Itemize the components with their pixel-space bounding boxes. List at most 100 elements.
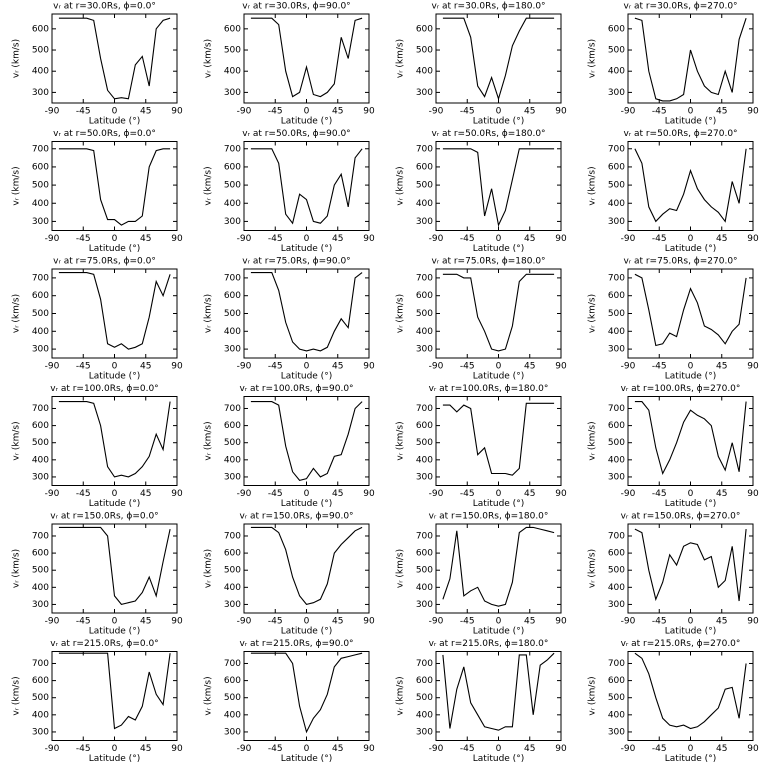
x-tick-label: -45 <box>76 489 91 499</box>
y-tick-label: 700 <box>608 531 625 541</box>
y-tick-label: 400 <box>32 710 49 720</box>
plot-frame <box>51 523 178 614</box>
y-axis-label: vᵣ (km/s) <box>396 549 406 588</box>
y-tick-label: 600 <box>608 162 625 172</box>
x-tick-label: -90 <box>621 489 636 499</box>
line <box>442 402 555 476</box>
y-axis-label: vᵣ (km/s) <box>396 39 406 78</box>
x-tick-label: 0 <box>496 107 502 117</box>
y-tick-label: 700 <box>416 404 433 414</box>
x-axis-label: Latitude (°) <box>665 499 716 509</box>
y-axis-label: vᵣ (km/s) <box>204 166 214 205</box>
x-tick-label: -45 <box>76 234 91 244</box>
y-tick-label: 300 <box>608 88 625 98</box>
line <box>58 272 171 350</box>
y-axis-label: vᵣ (km/s) <box>588 676 598 715</box>
y-tick-label: 600 <box>608 291 625 301</box>
line <box>250 272 363 352</box>
line <box>58 401 171 478</box>
x-tick-label: -45 <box>76 744 91 754</box>
panel-title: vᵣ at r=150.0Rs, ϕ=0.0° <box>50 512 158 522</box>
y-tick-label: 500 <box>608 693 625 703</box>
x-tick-label: -90 <box>429 489 444 499</box>
y-tick-label: 700 <box>608 273 625 283</box>
x-tick-label: 0 <box>112 362 118 372</box>
y-tick-label: 400 <box>416 710 433 720</box>
x-tick-label: 45 <box>524 362 535 372</box>
line <box>250 652 363 734</box>
line <box>634 148 747 223</box>
y-axis-label: vᵣ (km/s) <box>588 294 598 333</box>
x-tick-label: 0 <box>304 362 310 372</box>
y-tick-label: 600 <box>224 24 241 34</box>
y-tick-label: 500 <box>608 46 625 56</box>
y-tick-label: 600 <box>32 421 49 431</box>
plot-frame <box>243 13 370 104</box>
x-tick-label: -90 <box>45 362 60 372</box>
y-tick-label: 300 <box>416 727 433 737</box>
x-tick-label: -45 <box>460 489 475 499</box>
x-tick-label: -45 <box>652 617 667 627</box>
line <box>250 401 363 482</box>
line <box>442 526 555 607</box>
x-tick-label: 0 <box>304 234 310 244</box>
panel-title: vᵣ at r=50.0Rs, ϕ=0.0° <box>53 129 156 139</box>
y-axis-label: vᵣ (km/s) <box>12 549 22 588</box>
y-tick-label: 300 <box>608 727 625 737</box>
y-tick-label: 400 <box>608 327 625 337</box>
line <box>634 401 747 476</box>
y-tick-label: 300 <box>416 88 433 98</box>
x-axis-label: Latitude (°) <box>89 754 140 764</box>
y-tick-label: 300 <box>32 727 49 737</box>
panel-title: vᵣ at r=215.0Rs, ϕ=0.0° <box>50 639 158 649</box>
line <box>634 273 747 347</box>
y-tick-label: 400 <box>416 199 433 209</box>
line <box>634 652 747 730</box>
y-tick-label: 600 <box>608 24 625 34</box>
y-tick-label: 500 <box>224 438 241 448</box>
x-tick-label: 90 <box>747 744 759 754</box>
y-tick-label: 500 <box>32 566 49 576</box>
x-tick-label: -45 <box>76 617 91 627</box>
x-axis-label: Latitude (°) <box>89 244 140 254</box>
y-tick-label: 500 <box>416 438 433 448</box>
x-tick-label: 0 <box>688 489 694 499</box>
x-tick-label: -45 <box>460 234 475 244</box>
y-tick-label: 700 <box>32 404 49 414</box>
panel-title: vᵣ at r=50.0Rs, ϕ=180.0° <box>431 129 545 139</box>
y-axis-label: vᵣ (km/s) <box>396 166 406 205</box>
y-tick-label: 600 <box>224 549 241 559</box>
x-tick-label: -45 <box>652 107 667 117</box>
x-tick-label: -45 <box>460 617 475 627</box>
y-tick-label: 300 <box>416 600 433 610</box>
plot-frame <box>243 141 370 231</box>
y-tick-label: 300 <box>32 217 49 227</box>
y-tick-label: 700 <box>224 404 241 414</box>
x-tick-label: 45 <box>140 362 151 372</box>
plot-frame <box>51 13 178 104</box>
line <box>634 528 747 602</box>
y-tick-label: 500 <box>608 181 625 191</box>
y-tick-label: 700 <box>32 273 49 283</box>
x-tick-label: 90 <box>747 234 759 244</box>
y-tick-label: 700 <box>608 659 625 669</box>
y-tick-label: 500 <box>608 438 625 448</box>
panel-title: vᵣ at r=100.0Rs, ϕ=270.0° <box>621 384 741 394</box>
y-tick-label: 400 <box>32 583 49 593</box>
y-tick-label: 600 <box>32 24 49 34</box>
plot-frame <box>435 141 562 231</box>
panel-title: vᵣ at r=215.0Rs, ϕ=270.0° <box>621 639 741 649</box>
panel-title: vᵣ at r=30.0Rs, ϕ=270.0° <box>623 2 737 12</box>
y-tick-label: 400 <box>224 455 241 465</box>
x-tick-label: 90 <box>747 489 759 499</box>
y-axis-label: vᵣ (km/s) <box>588 166 598 205</box>
plot-frame <box>243 396 370 486</box>
y-tick-label: 500 <box>32 46 49 56</box>
y-axis-label: vᵣ (km/s) <box>12 294 22 333</box>
x-tick-label: 45 <box>716 362 727 372</box>
x-tick-label: 0 <box>112 744 118 754</box>
y-tick-label: 300 <box>32 600 49 610</box>
y-tick-label: 400 <box>416 583 433 593</box>
y-tick-label: 500 <box>32 181 49 191</box>
x-tick-label: -90 <box>45 617 60 627</box>
